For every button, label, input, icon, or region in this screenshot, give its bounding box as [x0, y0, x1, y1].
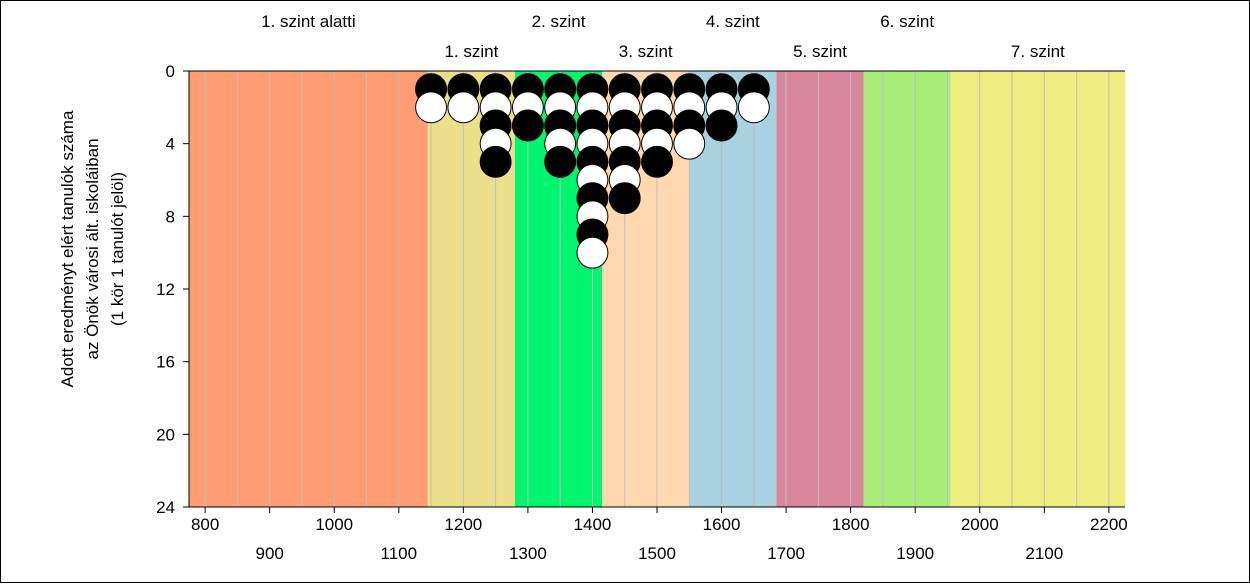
y-axis-label: Adott eredményt elért tanulók száma az Ön… — [58, 110, 127, 387]
x-tick-label: 2000 — [961, 515, 999, 534]
student-dot-black — [641, 145, 673, 178]
level-label: 5. szint — [793, 42, 847, 61]
level-label: 1. szint — [444, 42, 498, 61]
student-dot-white — [447, 91, 480, 124]
level-band — [776, 71, 864, 507]
dots-layer — [415, 73, 770, 269]
x-tick-label: 800 — [191, 515, 219, 534]
level-band — [863, 71, 951, 507]
level-label: 7. szint — [1011, 42, 1065, 61]
student-dot-black — [544, 145, 577, 178]
student-dot-white — [576, 236, 609, 269]
x-tick-label: 1600 — [703, 515, 741, 534]
student-dot-white — [415, 91, 448, 124]
level-label: 6. szint — [880, 12, 934, 31]
level-label: 2. szint — [532, 12, 586, 31]
y-tick-label: 0 — [166, 62, 175, 81]
student-dot-black — [705, 109, 738, 142]
x-tick-label: 1900 — [896, 544, 934, 563]
level-label: 3. szint — [619, 42, 673, 61]
y-tick-label: 20 — [156, 425, 175, 444]
student-dot-black — [479, 145, 512, 178]
student-dot-white — [737, 91, 770, 124]
labels-layer: 0 4 8 12 16 20 24 800 1000 1200 1400 1600 1800 2000 22… — [58, 12, 1128, 563]
level-band — [189, 71, 428, 507]
x-tick-label: 1500 — [638, 544, 676, 563]
y-tick-label: 16 — [156, 353, 175, 372]
x-tick-label: 1700 — [767, 544, 805, 563]
y-axis-label-line: az Önök városi ált. iskoláiban — [83, 138, 102, 359]
y-tick-label: 4 — [166, 135, 175, 154]
student-dot-black — [511, 109, 544, 142]
y-tick-label: 8 — [166, 207, 175, 226]
x-tick-label: 1100 — [381, 544, 418, 563]
x-tick-label: 1800 — [832, 515, 870, 534]
x-tick-label: 2100 — [1025, 544, 1063, 563]
level-label: 4. szint — [706, 12, 760, 31]
x-tick-label: 1000 — [315, 515, 353, 534]
y-axis-label-line: (1 kör 1 tanulót jelöl) — [108, 172, 127, 326]
x-tick-label: 2200 — [1090, 515, 1128, 534]
x-tick-label: 900 — [256, 544, 284, 563]
axes-layer — [183, 70, 1125, 513]
student-dot-white — [673, 127, 706, 160]
y-tick-label: 12 — [156, 280, 175, 299]
x-tick-label: 1200 — [444, 515, 482, 534]
y-axis-label-line: Adott eredményt elért tanulók száma — [58, 110, 77, 387]
level-band — [950, 71, 1125, 507]
level-label: 1. szint alatti — [261, 12, 356, 31]
grid-layer — [204, 71, 1110, 507]
y-tick-label: 24 — [156, 498, 175, 517]
x-tick-label: 1300 — [509, 544, 547, 563]
student-dot-black — [608, 182, 641, 215]
x-tick-label: 1400 — [574, 515, 612, 534]
